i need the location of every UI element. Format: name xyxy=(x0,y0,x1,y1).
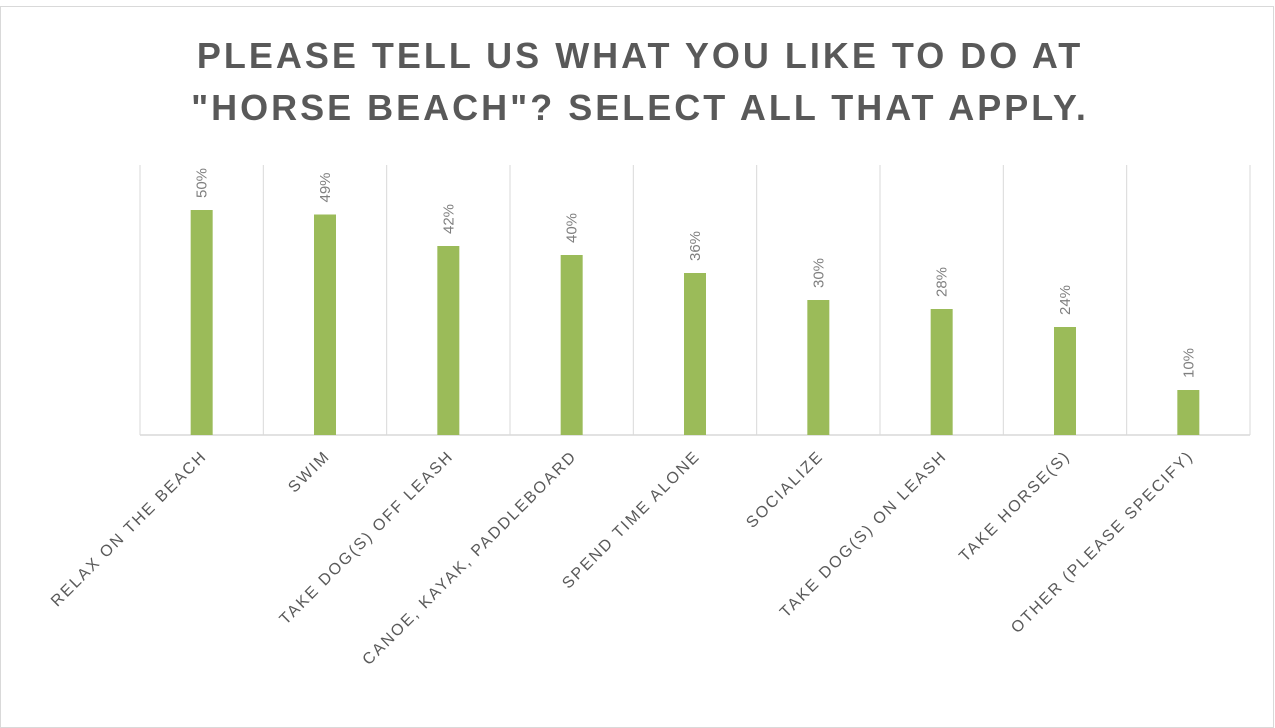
bar xyxy=(314,214,336,435)
value-label: 28% xyxy=(934,267,951,297)
x-tick-label: SOCIALIZE xyxy=(743,448,827,532)
bar xyxy=(1054,327,1076,435)
x-tick-label: RELAX ON THE BEACH xyxy=(48,448,210,610)
x-tick-label: CANOE, KAYAK, PADDLEBOARD xyxy=(360,448,581,669)
bar xyxy=(1177,390,1200,435)
value-label: 30% xyxy=(810,258,827,288)
value-label: 42% xyxy=(440,204,457,234)
bar xyxy=(930,309,953,435)
value-label: 36% xyxy=(687,231,704,261)
x-tick-label: SPEND TIME ALONE xyxy=(559,448,703,592)
value-label: 50% xyxy=(194,168,211,198)
chart-title: PLEASE TELL US WHAT YOU LIKE TO DO AT "H… xyxy=(191,35,1089,128)
value-label: 10% xyxy=(1180,348,1197,378)
x-tick-label: SWIM xyxy=(285,448,333,496)
bar xyxy=(684,273,706,435)
value-label: 49% xyxy=(317,172,334,202)
bar xyxy=(560,255,583,435)
bar xyxy=(190,210,213,435)
bar xyxy=(807,300,830,435)
bar xyxy=(437,246,460,435)
value-label: 40% xyxy=(564,213,581,243)
value-label: 24% xyxy=(1057,285,1074,315)
x-tick-label: TAKE HORSE(S) xyxy=(956,448,1074,566)
